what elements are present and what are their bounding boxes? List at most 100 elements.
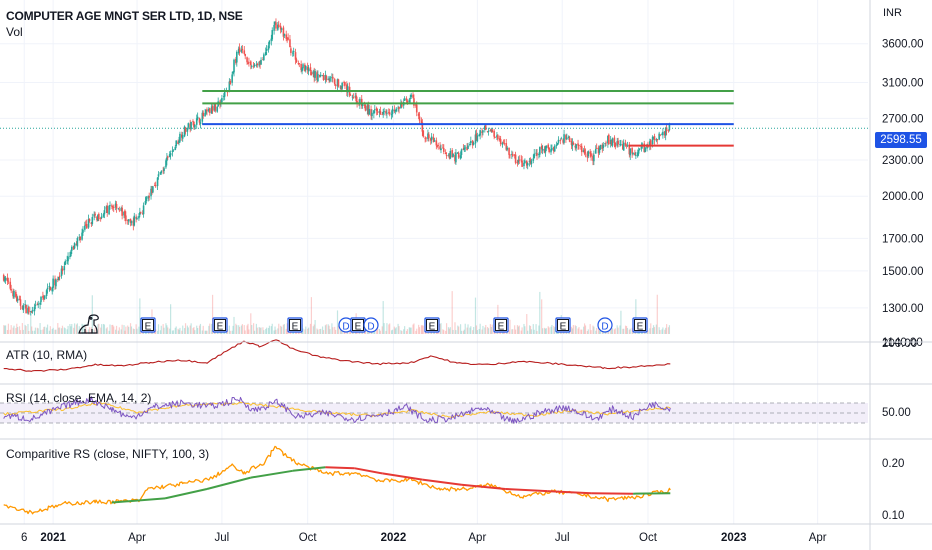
volume-bar (236, 325, 238, 334)
volume-bar (170, 304, 172, 334)
volume-bar (418, 324, 420, 334)
volume-bar (132, 328, 134, 334)
price-axis-tick-label: 2700.00 (882, 113, 924, 125)
candle-body (382, 111, 384, 114)
volume-bar (201, 330, 203, 334)
volume-bar (262, 327, 264, 334)
candle-body (43, 295, 46, 299)
candle-body (523, 162, 525, 167)
candle-body (194, 124, 196, 128)
candle-body (665, 127, 668, 131)
event-marker-label: D (367, 322, 374, 333)
volume-bar (162, 324, 164, 334)
candle-body (643, 143, 646, 153)
candle-body (317, 73, 319, 82)
volume-bar (202, 325, 204, 334)
comparative-rs-ma-segment (633, 492, 671, 495)
candle-body (306, 66, 309, 71)
event-marker-label: E (145, 322, 152, 333)
candle-body (424, 137, 426, 139)
candle-body (467, 145, 469, 149)
candle-body (410, 94, 412, 98)
candle-body (609, 139, 612, 145)
candle-body (472, 142, 475, 145)
candle-body (70, 251, 72, 257)
candle-body (397, 107, 399, 109)
horizontal-levels[interactable] (0, 90, 868, 147)
candle-body (409, 97, 412, 99)
candle-body (286, 38, 288, 40)
crs-axis-tick-label: 0.10 (882, 510, 904, 522)
candle-body (336, 79, 339, 87)
volume-bar (255, 323, 257, 334)
candle-body (341, 82, 343, 89)
volume-bar (209, 323, 211, 334)
rsi-pane[interactable] (0, 395, 868, 424)
time-axis-tick-label: 2022 (381, 532, 407, 544)
volume-bar (3, 325, 5, 334)
atr-pane[interactable] (3, 339, 671, 372)
volume-bar (81, 323, 83, 334)
volume-bar (307, 328, 309, 334)
candle-body (559, 140, 562, 141)
volume-bar (418, 327, 421, 334)
candle-body (525, 160, 528, 166)
atr-pane-label[interactable]: ATR (10, RMA) (6, 348, 88, 362)
candle-body (115, 204, 118, 209)
candle-body (417, 113, 420, 116)
candle-body (354, 96, 357, 98)
volume-bar (451, 291, 453, 334)
price-candles[interactable] (2, 18, 671, 316)
comparative-rs-pane[interactable] (3, 445, 671, 515)
candle-body (256, 63, 259, 66)
candle-body (420, 120, 423, 124)
volume-bar (263, 330, 265, 334)
candle-body (328, 79, 330, 81)
candle-body (319, 74, 322, 77)
volume-bar (98, 323, 100, 334)
volume-bar (34, 327, 37, 334)
candle-body (70, 246, 73, 251)
volume-bar (115, 325, 118, 334)
volume-bar (101, 324, 103, 334)
candle-body (267, 45, 270, 50)
candle-body (469, 144, 471, 146)
comparative-rs-pane-label[interactable]: Comparitive RS (close, NIFTY, 100, 3) (6, 447, 210, 461)
volume-bar (517, 326, 519, 334)
candle-body (181, 135, 184, 139)
volume-bar (309, 323, 312, 334)
volume-bar (111, 324, 113, 334)
volume-bar (46, 324, 49, 334)
price-axis-tick-label: 3100.00 (882, 78, 924, 90)
volume-bar (536, 330, 538, 334)
candle-body (437, 145, 439, 146)
rsi-pane-label[interactable]: RSI (14, close, EMA, 14, 2) (6, 391, 152, 405)
candle-body (163, 168, 165, 171)
candle-body (210, 106, 213, 114)
candle-body (279, 25, 282, 30)
volume-bar (571, 328, 574, 334)
volume-bar (127, 325, 129, 334)
candle-body (398, 106, 400, 109)
volume-bar (60, 328, 63, 334)
candle-body (530, 160, 533, 165)
candle-body (289, 39, 291, 48)
volume-bar (473, 326, 475, 334)
volume-bar (10, 325, 12, 334)
candle-body (418, 116, 421, 121)
candle-body (157, 174, 160, 177)
candle-body (408, 99, 411, 103)
volume-bar (75, 324, 78, 334)
volume-bar (28, 330, 30, 334)
candle-body (595, 148, 598, 149)
candle-body (162, 170, 164, 172)
volume-bar (327, 324, 329, 334)
candle-body (551, 148, 553, 150)
candle-body (484, 125, 487, 130)
volume-bar (548, 327, 550, 334)
volume-bar (312, 326, 314, 334)
candle-body (334, 84, 337, 86)
